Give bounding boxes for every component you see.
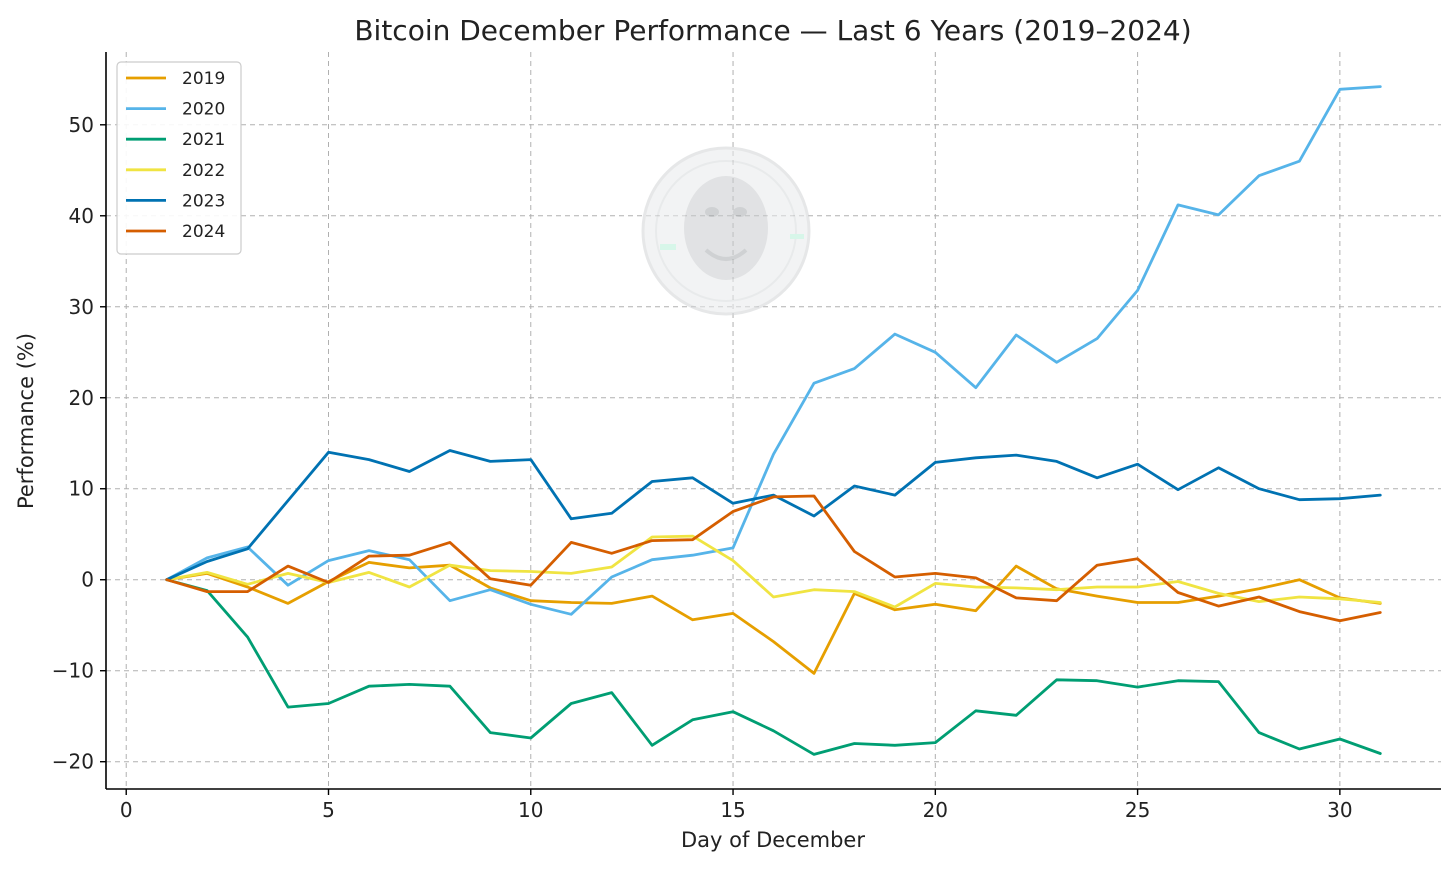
- y-tick-label: 50: [69, 113, 94, 137]
- x-tick-label: 15: [720, 798, 745, 822]
- x-axis-label: Day of December: [681, 828, 865, 852]
- x-tick-label: 25: [1125, 798, 1150, 822]
- legend-label-2020: 2020: [182, 100, 225, 120]
- y-tick-label: −20: [52, 750, 94, 774]
- series-line-2024: [165, 494, 1382, 623]
- series-line-2019: [165, 561, 1382, 675]
- legend-label-2021: 2021: [182, 130, 225, 150]
- series-line-2020: [165, 85, 1382, 616]
- series-line-2021: [165, 578, 1382, 756]
- y-axis-label: Performance (%): [14, 333, 38, 509]
- y-tick-label: −10: [52, 659, 94, 683]
- series-line-2022: [165, 534, 1382, 609]
- legend-label-2024: 2024: [182, 222, 225, 242]
- x-tick-label: 5: [322, 798, 335, 822]
- y-tick-label: 30: [69, 295, 94, 319]
- legend-label-2019: 2019: [182, 69, 225, 89]
- y-tick-label: 10: [69, 477, 94, 501]
- tick-labels: 0 5 10 15 20 25 30 −20 −10 0 10 20 30 40 50: [52, 113, 1353, 822]
- y-tick-label: 40: [69, 204, 94, 228]
- legend: 2019 2020 2021 2022 2023 2024: [116, 61, 242, 255]
- x-tick-label: 20: [923, 798, 948, 822]
- series-line-2023: [165, 449, 1382, 582]
- axes: [100, 52, 1441, 795]
- legend-label-2023: 2023: [182, 191, 225, 211]
- series-lines: [165, 85, 1382, 756]
- x-tick-label: 10: [518, 798, 543, 822]
- x-tick-label: 0: [120, 798, 133, 822]
- x-tick-label: 30: [1327, 798, 1352, 822]
- chart-title: Bitcoin December Performance — Last 6 Ye…: [354, 14, 1191, 47]
- bitcoin-coin-watermark-icon: [641, 146, 811, 316]
- legend-label-2022: 2022: [182, 161, 225, 181]
- y-tick-label: 20: [69, 386, 94, 410]
- y-tick-label: 0: [81, 568, 94, 592]
